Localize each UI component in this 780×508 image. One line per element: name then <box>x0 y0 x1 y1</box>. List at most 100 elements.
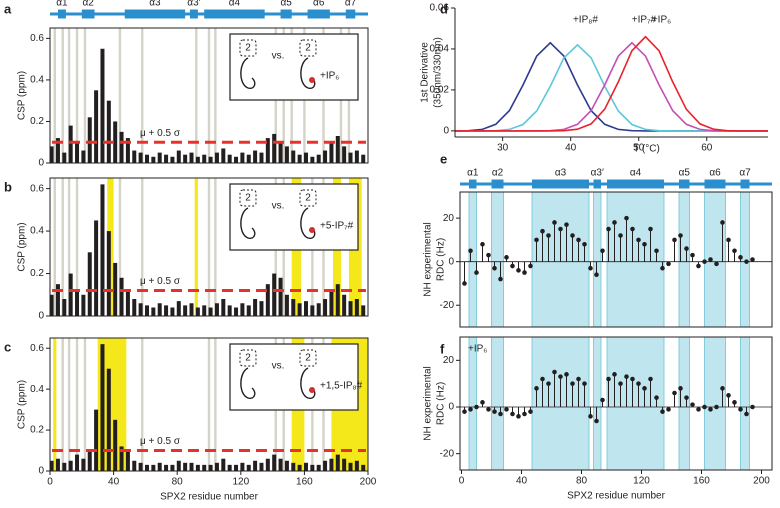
bar <box>68 273 73 316</box>
domain-box <box>299 39 317 57</box>
stem <box>462 407 467 414</box>
bar <box>170 307 175 316</box>
bar <box>323 299 328 316</box>
helix-box <box>307 9 330 19</box>
stem <box>564 222 569 262</box>
helix-label: α6 <box>313 0 325 9</box>
bar <box>234 156 239 163</box>
stem <box>480 241 485 262</box>
stem <box>474 404 479 410</box>
bar <box>259 152 264 163</box>
bar <box>157 462 162 471</box>
stem <box>732 248 737 262</box>
stem <box>714 404 719 410</box>
bar <box>113 121 118 163</box>
grey-band <box>53 28 56 163</box>
stem <box>462 261 467 286</box>
bar <box>138 462 143 471</box>
bar <box>316 464 321 471</box>
helix-box <box>81 9 95 19</box>
curve-label: +IP₇# <box>632 15 657 26</box>
y-tick-label: 0.2 <box>30 116 44 127</box>
bar <box>335 284 340 316</box>
bar <box>214 462 219 471</box>
plot-frame <box>459 191 773 328</box>
bar <box>87 117 92 163</box>
loop <box>240 207 256 240</box>
stem <box>750 257 755 262</box>
bar <box>138 303 143 316</box>
inset-label: +1,5-IP₈# <box>320 381 363 392</box>
stem <box>630 376 635 407</box>
y-tick-label: 0.04 <box>430 44 450 55</box>
helix-shade <box>593 191 602 328</box>
grey-band <box>214 28 217 163</box>
grey-band <box>141 178 144 316</box>
stem <box>684 246 689 262</box>
y-tick-label: 0.6 <box>30 183 44 194</box>
helix-shade <box>740 191 750 328</box>
bar <box>68 125 73 163</box>
x-tick-label: 40 <box>516 476 528 487</box>
stem <box>492 407 497 414</box>
stem <box>612 220 617 262</box>
stem <box>510 261 515 269</box>
bar <box>221 148 226 163</box>
bar <box>303 152 308 163</box>
stem <box>744 259 749 264</box>
stem <box>708 257 713 262</box>
bar <box>151 156 156 163</box>
plot-frame <box>49 337 369 472</box>
panel-letter: f <box>440 341 445 356</box>
stem <box>492 261 497 271</box>
bar <box>278 458 283 471</box>
bar <box>132 150 137 163</box>
y-axis-label: CSP (ppm) <box>17 222 28 271</box>
bar <box>176 460 181 471</box>
helix-box <box>469 179 477 189</box>
bar <box>62 152 67 163</box>
y-axis-label: (350nm/330nm) <box>433 37 444 108</box>
helix-box <box>679 179 690 189</box>
stem <box>684 395 689 407</box>
stem <box>540 376 545 407</box>
x-axis-label: T (°C) <box>633 144 660 155</box>
bar <box>202 464 207 471</box>
grey-band <box>75 28 79 163</box>
stem <box>630 226 635 262</box>
x-tick-label: 60 <box>701 143 713 154</box>
helix-box <box>280 9 292 19</box>
bar <box>240 462 245 471</box>
stem <box>666 407 671 412</box>
y-tick-label: -20 <box>440 448 455 459</box>
stem <box>528 407 533 414</box>
bar <box>75 454 80 471</box>
x-tick-label: 120 <box>633 476 650 487</box>
bar <box>208 307 213 316</box>
grey-band <box>75 178 79 316</box>
bar <box>214 152 219 163</box>
bar <box>272 133 277 163</box>
domain-box <box>239 349 257 367</box>
grey-band <box>67 338 71 471</box>
bar <box>87 450 92 471</box>
domain-label: 2 <box>305 43 311 54</box>
y-tick-label: 0.02 <box>430 85 450 96</box>
bar <box>316 154 321 163</box>
ligand-dot <box>309 77 315 83</box>
helix-box <box>491 179 504 189</box>
bar <box>303 301 308 316</box>
inset-vs: vs. <box>272 361 285 372</box>
stem <box>474 261 479 275</box>
stem <box>552 369 557 407</box>
grey-band <box>207 178 211 316</box>
stem <box>660 407 665 414</box>
helix-label: α3 <box>555 168 567 179</box>
stem <box>468 407 473 412</box>
bar <box>183 462 188 471</box>
bar <box>221 458 226 471</box>
bar <box>125 138 130 163</box>
bar <box>329 142 334 163</box>
bar <box>164 464 169 471</box>
stem <box>468 248 473 262</box>
